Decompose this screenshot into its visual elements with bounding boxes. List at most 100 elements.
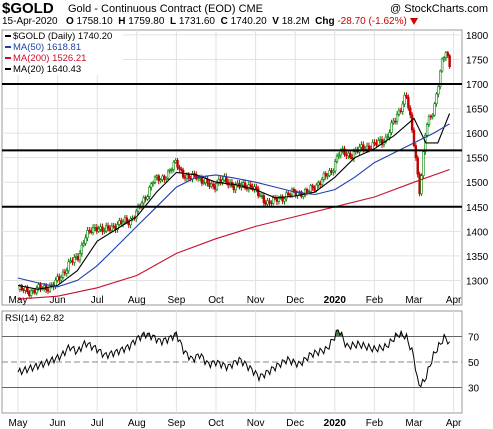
rsi-x-tick-label: Jun <box>50 418 66 429</box>
symbol-title: $GOLD <box>2 0 54 17</box>
price-candle-body <box>446 52 449 57</box>
price-candle-body <box>367 145 371 150</box>
rsi-x-tick-label: Oct <box>208 418 224 429</box>
price-candle-body <box>232 185 236 191</box>
price-candle-body <box>407 96 410 109</box>
price-candle-body <box>33 289 37 294</box>
price-y-tick-label: 1300 <box>466 276 489 287</box>
price-candle-body <box>74 256 78 258</box>
price-candle-body <box>350 157 354 159</box>
price-candle-body <box>86 230 89 239</box>
rsi-x-tick-label: Mar <box>405 418 423 429</box>
price-candle-body <box>183 176 187 179</box>
high-value: 1759.80 <box>128 16 165 27</box>
price-legend-entry: MA(20) 1640.43 <box>13 64 81 75</box>
price-candle-body <box>384 136 388 143</box>
price-candle-body <box>345 154 348 157</box>
price-candle-body <box>258 195 262 197</box>
price-candle-body <box>71 260 74 263</box>
rsi-y-tick-label: 50 <box>468 358 480 369</box>
price-legend-bg <box>3 31 123 75</box>
ma-line-ma20 <box>17 113 451 290</box>
price-x-tick-label: Apr <box>446 295 462 306</box>
price-candle-body <box>392 120 395 124</box>
price-candle-body <box>56 276 59 281</box>
price-candle-body <box>343 148 346 155</box>
price-candle-body <box>178 166 181 170</box>
price-candle-body <box>418 173 421 195</box>
price-candle-body <box>69 260 72 263</box>
price-candle-body <box>287 192 290 195</box>
price-candle-body <box>129 218 132 226</box>
price-candle-body <box>262 195 266 203</box>
price-candle-body <box>204 178 207 184</box>
price-candle-body <box>326 175 329 177</box>
price-candle-body <box>208 182 211 187</box>
price-candle-body <box>365 145 369 150</box>
price-candle-body <box>198 177 202 179</box>
rsi-x-tick-label: 2020 <box>324 418 347 429</box>
price-candle-body <box>416 157 419 175</box>
price-candle-body <box>46 289 50 292</box>
price-candle-body <box>420 175 423 195</box>
price-candle-body <box>118 220 121 225</box>
price-y-tick-label: 1550 <box>466 154 489 165</box>
price-candle-body <box>150 183 153 188</box>
rsi-x-tick-label: Jul <box>91 418 104 429</box>
price-candle-body <box>388 132 391 138</box>
rsi-x-tick-label: Aug <box>128 418 146 429</box>
down-arrow-icon <box>409 17 418 25</box>
price-candle-body <box>283 198 286 202</box>
price-candle-body <box>309 185 312 192</box>
volume-value: 18.2M <box>281 16 310 27</box>
price-candle-body <box>84 237 87 244</box>
price-candle-body <box>210 183 213 187</box>
price-candle-body <box>377 140 380 146</box>
price-candle-body <box>305 189 309 193</box>
quote-line: 15-Apr-2020 O 1758.10 H 1759.80 L 1731.6… <box>2 16 418 27</box>
price-candle-body <box>54 279 57 288</box>
price-y-tick-label: 1800 <box>466 31 489 42</box>
price-candle-body <box>335 155 339 162</box>
price-candle-body <box>91 227 95 233</box>
price-candle-body <box>347 152 350 157</box>
price-candle-body <box>360 144 363 148</box>
price-candle-body <box>185 174 189 179</box>
price-candle-body <box>410 114 414 131</box>
rsi-y-tick-label: 70 <box>468 333 480 344</box>
price-chart: 1300 1350 1400 1450 1500 1550 1600 1650 1700 1750… <box>1 29 489 306</box>
price-x-tick-label: Mar <box>405 295 423 306</box>
price-candle-body <box>255 186 258 190</box>
price-candle-body <box>174 159 177 163</box>
close-value: 1740.20 <box>230 16 267 27</box>
price-candle-body <box>315 184 318 191</box>
price-candle-body <box>151 182 155 185</box>
price-candle-body <box>110 225 114 231</box>
price-candle-body <box>125 217 129 223</box>
close-label: C <box>220 16 228 27</box>
price-candle-body <box>97 228 100 232</box>
price-candle-body <box>105 225 108 232</box>
price-x-tick-label: Jun <box>50 295 66 306</box>
quote-date: 15-Apr-2020 <box>2 16 58 27</box>
price-candle-body <box>148 186 151 197</box>
price-candle-body <box>332 170 335 173</box>
price-candle-body <box>397 110 401 115</box>
price-candle-body <box>37 284 40 289</box>
price-x-tick-label: Aug <box>128 295 146 306</box>
price-candle-body <box>58 276 61 281</box>
price-candle-body <box>180 168 183 171</box>
price-candle-body <box>172 161 175 170</box>
price-candle-body <box>440 58 444 72</box>
rsi-x-tick-label: May <box>9 418 28 429</box>
price-candle-body <box>76 256 80 261</box>
price-x-tick-label: Sep <box>168 295 186 306</box>
price-candle-body <box>157 175 160 182</box>
price-candle-body <box>221 179 224 183</box>
price-candle-body <box>371 142 374 150</box>
price-candle-body <box>395 113 399 122</box>
price-candle-body <box>82 243 85 246</box>
price-candle-body <box>121 221 125 225</box>
price-candle-body <box>135 210 138 220</box>
price-candle-body <box>405 94 408 98</box>
